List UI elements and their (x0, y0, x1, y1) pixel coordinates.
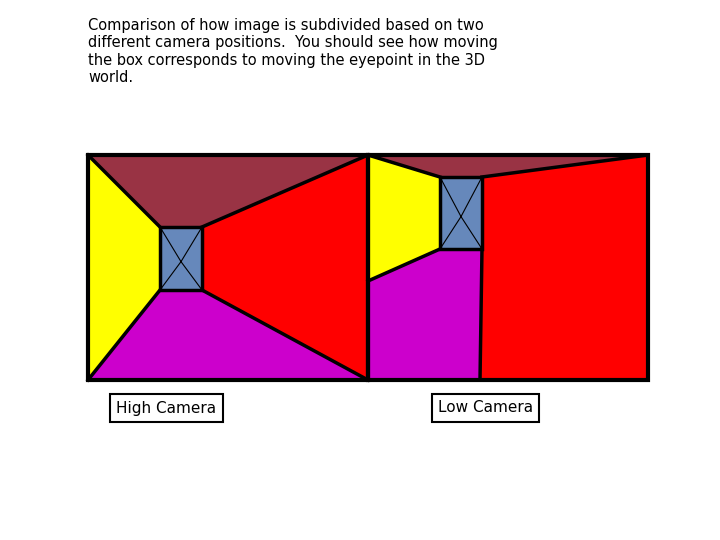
Bar (440, 177, 482, 249)
Polygon shape (368, 155, 440, 281)
Polygon shape (88, 155, 368, 227)
Text: High Camera: High Camera (117, 401, 217, 415)
Text: Comparison of how image is subdivided based on two
different camera positions.  : Comparison of how image is subdivided ba… (88, 18, 498, 85)
Polygon shape (88, 155, 368, 380)
Polygon shape (368, 155, 648, 380)
Bar (160, 227, 202, 290)
Polygon shape (368, 155, 648, 177)
Polygon shape (88, 290, 368, 380)
Bar (368, 155, 648, 380)
Bar (440, 177, 482, 249)
Bar (88, 155, 368, 380)
Polygon shape (368, 249, 482, 380)
Text: Low Camera: Low Camera (438, 401, 534, 415)
Polygon shape (88, 155, 160, 380)
Bar (160, 227, 202, 290)
